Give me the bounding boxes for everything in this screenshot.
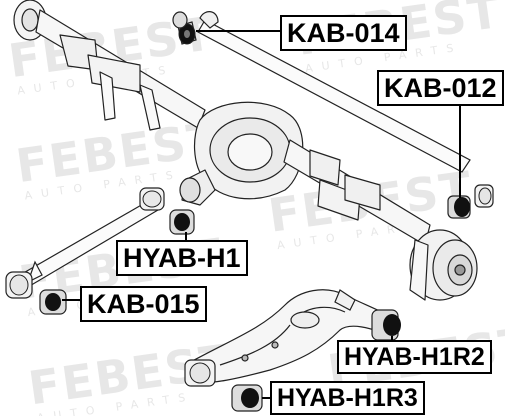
bushing-hyab-h1r3	[184, 359, 263, 412]
bushing-hyab-h1r2	[371, 309, 401, 341]
bushing-hyab-h1	[139, 187, 195, 235]
callout-hyab-h1r2: HYAB-H1R2	[337, 340, 492, 374]
callout-kab-014: KAB-014	[280, 15, 407, 51]
callout-hyab-h1r3: HYAB-H1R3	[270, 381, 425, 415]
leader-lines	[62, 30, 461, 399]
axle-housing	[13, 0, 478, 301]
upper-link	[197, 11, 471, 173]
bushing-kab-015	[5, 271, 67, 315]
bushing-kab-012	[447, 184, 494, 219]
callout-kab-015: KAB-015	[80, 286, 207, 322]
callout-kab-012: KAB-012	[377, 70, 504, 106]
callout-hyab-h1: HYAB-H1	[116, 240, 248, 276]
bushing-kab-014	[172, 11, 197, 45]
